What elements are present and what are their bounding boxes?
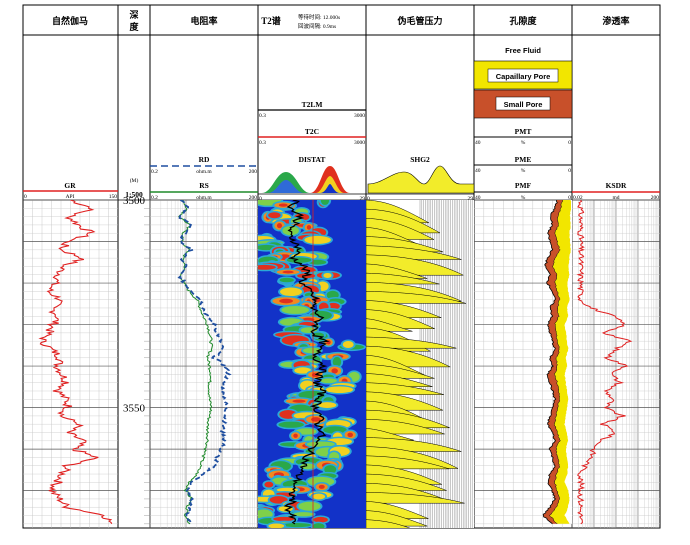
t2c-curve xyxy=(283,200,330,525)
depth-label-3550: 3550 xyxy=(123,403,146,415)
t2-wait-time: 等待时间: 12.000s xyxy=(298,13,340,21)
pmt-curve-name: PMT xyxy=(515,127,532,136)
pmf-curve-name: PMF xyxy=(515,181,532,190)
column-title-gr: 自然伽马 xyxy=(52,15,88,26)
pmf-min: 40 xyxy=(475,195,481,201)
ksdr-max: 200 xyxy=(651,195,660,201)
gr-track xyxy=(38,200,113,525)
rs-max: 200 xyxy=(249,195,258,201)
t2-echo-spacing: 回波间隔: 0.9ms xyxy=(298,22,336,30)
depth-unit: (M) xyxy=(130,177,139,184)
column-title-capillary-pressure: 伪毛管压力 xyxy=(396,15,442,26)
rd-curve-name: RD xyxy=(199,155,210,164)
rd-min: 0.2 xyxy=(151,169,158,175)
free-fluid-fill xyxy=(564,200,572,524)
rs-curve-name: RS xyxy=(199,181,209,190)
shg2-curve-name: SHG2 xyxy=(410,155,430,164)
porosity-track xyxy=(542,200,572,525)
legend-free-fluid: Free Fluid xyxy=(505,46,541,55)
pmf-max: 0 xyxy=(568,195,571,201)
column-title-permeability: 渗透率 xyxy=(602,15,629,26)
gr-max: 150 xyxy=(109,194,118,200)
pmt-unit: % xyxy=(521,140,526,146)
ksdr-curve-name: KSDR xyxy=(606,181,627,190)
rd-max: 200 xyxy=(249,169,258,175)
column-title-t2: T2谱 xyxy=(261,15,281,26)
pme-curve xyxy=(548,200,563,525)
t2-spectrum-legend-icon xyxy=(262,166,350,193)
depth-labels: 3500 3550 xyxy=(123,195,146,415)
shg2-max: 29 xyxy=(468,196,474,202)
column-title-depth-2: 度 xyxy=(129,21,139,32)
legend-small-pore: Small Pore xyxy=(504,100,543,109)
pme-max: 0 xyxy=(568,168,571,174)
depth-label-3500: 3500 xyxy=(123,195,146,207)
gr-curve-name: GR xyxy=(64,181,76,190)
column-title-resistivity: 电阻率 xyxy=(190,15,217,26)
pseudo-capillary-pressure-track xyxy=(366,200,474,528)
log-curves xyxy=(38,200,633,525)
distat-min: 0 xyxy=(259,196,262,202)
pme-curve-name: PME xyxy=(515,155,532,164)
t2-spectrum-image xyxy=(258,200,366,528)
permeability-track xyxy=(576,200,633,525)
column-title-depth-1: 深 xyxy=(129,9,138,20)
pmt-max: 0 xyxy=(568,140,571,146)
resistivity-track xyxy=(177,200,232,525)
capillary-pore-fill xyxy=(549,200,572,524)
legend-capillary-pore: Capaillary Pore xyxy=(496,72,551,81)
gr-curve xyxy=(38,200,113,525)
distat-curve-name: DISTAT xyxy=(299,155,326,164)
pmt-curve xyxy=(542,200,558,525)
pmt-min: 40 xyxy=(475,140,481,146)
shg2-min: 0 xyxy=(367,196,370,202)
t2c-max: 3000 xyxy=(354,140,365,146)
pme-min: 40 xyxy=(475,168,481,174)
gr-unit: API xyxy=(66,194,75,200)
distat-max: 29 xyxy=(360,196,366,202)
t2lm-min: 0.3 xyxy=(259,113,266,119)
t2c-min: 0.3 xyxy=(259,140,266,146)
t2lm-max: 3000 xyxy=(354,113,365,119)
rd-curve xyxy=(177,200,232,525)
depth-scale: 1:500 xyxy=(125,190,143,199)
rs-unit: ohm.m xyxy=(196,195,212,201)
rs-min: 0.2 xyxy=(151,195,158,201)
pmf-unit: % xyxy=(521,195,526,201)
pme-unit: % xyxy=(521,168,526,174)
shg2-legend-icon xyxy=(367,165,475,194)
column-title-porosity: 孔隙度 xyxy=(509,15,537,26)
ksdr-curve xyxy=(576,200,633,525)
rd-unit: ohm.m xyxy=(196,169,212,175)
t2c-curve-name: T2C xyxy=(305,127,319,136)
t2lm-curve-name: T2LM xyxy=(302,100,323,109)
ksdr-min: 0.02 xyxy=(573,195,583,201)
gr-min: 0 xyxy=(24,194,27,200)
ksdr-unit: md xyxy=(612,195,619,201)
